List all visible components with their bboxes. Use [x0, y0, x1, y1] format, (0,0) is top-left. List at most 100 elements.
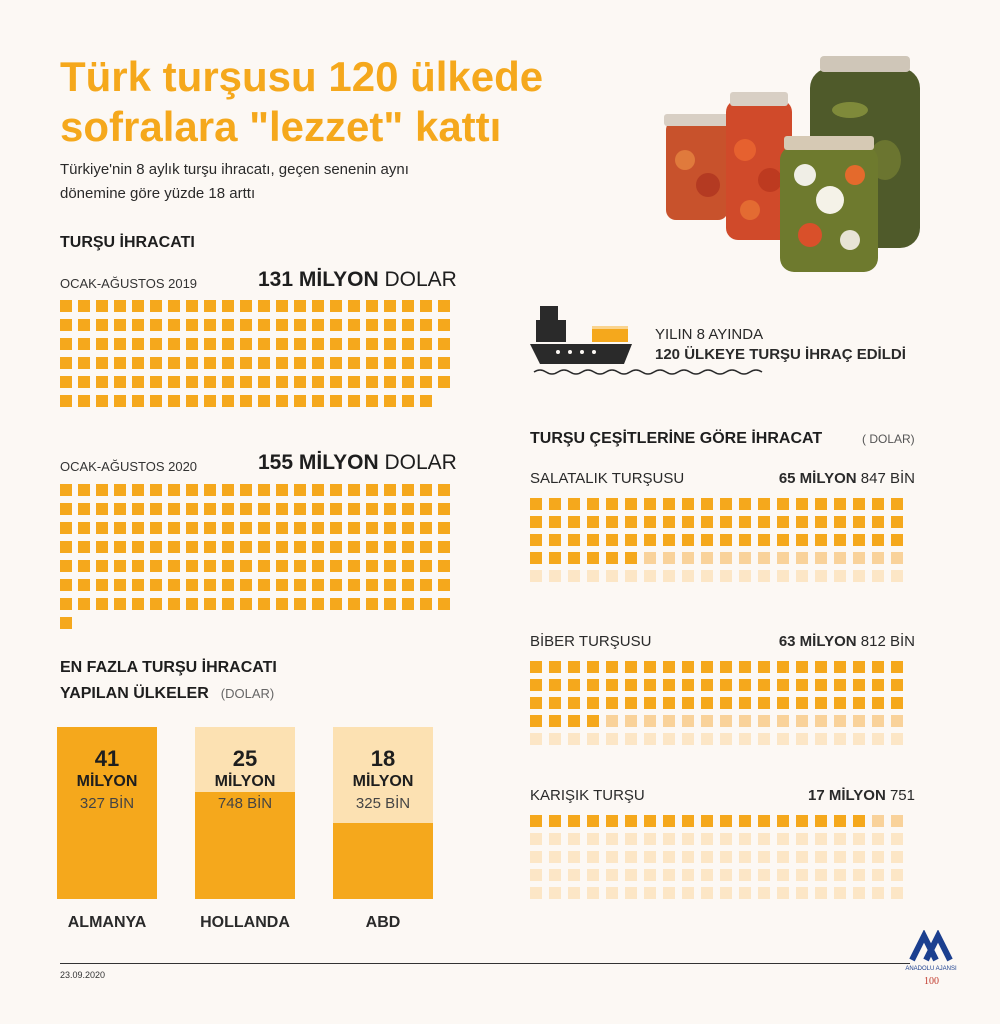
export-square: [420, 541, 432, 553]
variety-square: [663, 697, 675, 709]
year-2019-amount: 131 MİLYON DOLAR: [258, 268, 457, 292]
variety-square: [891, 833, 903, 845]
export-square: [330, 319, 342, 331]
variety-square: [682, 679, 694, 691]
export-square: [294, 503, 306, 515]
variety-salatalik: SALATALIK TURŞUSU 65 MİLYON 847 BİN: [530, 470, 915, 582]
export-square: [168, 319, 180, 331]
export-square: [96, 598, 108, 610]
variety-square: [834, 887, 846, 899]
export-square: [294, 319, 306, 331]
variety-square: [625, 869, 637, 881]
variety-square: [739, 733, 751, 745]
variety-square: [872, 697, 884, 709]
export-square: [402, 503, 414, 515]
export-square: [240, 300, 252, 312]
export-square: [222, 598, 234, 610]
year-2019-squares: [60, 300, 450, 407]
export-square: [330, 522, 342, 534]
export-square: [366, 300, 378, 312]
variety-square: [720, 869, 732, 881]
variety-square: [701, 534, 713, 546]
variety-square: [549, 715, 561, 727]
year-2020-label: OCAK-AĞUSTOS 2020: [60, 459, 198, 474]
variety-square: [872, 498, 884, 510]
variety-square: [739, 851, 751, 863]
variety-square: [777, 887, 789, 899]
export-square: [294, 395, 306, 407]
variety-squares: [530, 815, 915, 899]
export-square: [60, 617, 72, 629]
variety-square: [701, 887, 713, 899]
export-square: [132, 560, 144, 572]
export-square: [312, 503, 324, 515]
variety-square: [606, 570, 618, 582]
export-square: [348, 319, 360, 331]
export-square: [204, 376, 216, 388]
export-square: [258, 357, 270, 369]
page-title: Türk turşusu 120 ülkede sofralara "lezze…: [60, 52, 660, 152]
cargo-ship-icon: [530, 306, 763, 375]
variety-square: [625, 887, 637, 899]
export-square: [420, 560, 432, 572]
variety-square: [625, 679, 637, 691]
export-square: [258, 503, 270, 515]
export-square: [420, 319, 432, 331]
export-square: [420, 484, 432, 496]
variety-square: [796, 697, 808, 709]
variety-square: [530, 498, 542, 510]
export-square: [384, 338, 396, 350]
export-square: [168, 338, 180, 350]
export-square: [348, 376, 360, 388]
variety-square: [853, 851, 865, 863]
variety-square: [872, 552, 884, 564]
export-square: [150, 484, 162, 496]
export-square: [132, 484, 144, 496]
export-square: [348, 484, 360, 496]
variety-square: [682, 887, 694, 899]
variety-square: [796, 498, 808, 510]
variety-name: BİBER TURŞUSU: [530, 633, 652, 650]
export-square: [330, 560, 342, 572]
export-square: [294, 598, 306, 610]
export-square: [186, 338, 198, 350]
variety-square: [777, 733, 789, 745]
variety-square: [625, 661, 637, 673]
variety-square: [606, 552, 618, 564]
export-square: [366, 319, 378, 331]
variety-square: [834, 697, 846, 709]
variety-square: [853, 534, 865, 546]
variety-square: [644, 679, 656, 691]
variety-square: [549, 516, 561, 528]
country-name: HOLLANDA: [200, 914, 290, 931]
export-square: [78, 395, 90, 407]
country-bar: [57, 727, 157, 899]
countries-heading-line-1: EN FAZLA TURŞU İHRACATI: [60, 659, 277, 676]
variety-square: [682, 869, 694, 881]
export-heading: TURŞU İHRACATI: [60, 234, 195, 251]
variety-square: [549, 570, 561, 582]
export-square: [312, 395, 324, 407]
year-2019-label: OCAK-AĞUSTOS 2019: [60, 276, 198, 291]
svg-text:100: 100: [924, 976, 939, 987]
variety-square: [777, 833, 789, 845]
export-square: [384, 319, 396, 331]
variety-square: [606, 833, 618, 845]
export-square: [366, 579, 378, 591]
export-square: [330, 541, 342, 553]
export-square: [276, 522, 288, 534]
variety-square: [663, 869, 675, 881]
export-square: [60, 579, 72, 591]
variety-square: [815, 833, 827, 845]
variety-square: [606, 534, 618, 546]
export-square: [186, 376, 198, 388]
variety-square: [872, 887, 884, 899]
export-square: [150, 395, 162, 407]
export-square: [438, 579, 450, 591]
variety-square: [720, 887, 732, 899]
export-square: [60, 503, 72, 515]
variety-square: [777, 498, 789, 510]
export-square: [438, 503, 450, 515]
variety-square: [606, 679, 618, 691]
export-square: [168, 522, 180, 534]
